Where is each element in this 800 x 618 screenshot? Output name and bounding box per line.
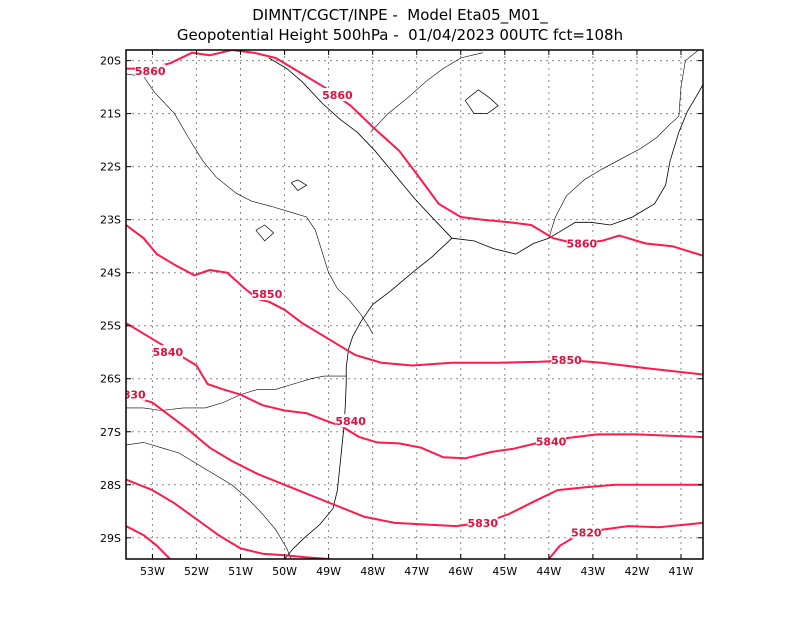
lake-outline [464, 89, 499, 114]
y-tick-label: 26S [100, 373, 121, 386]
contour-label-5840: 5840 [335, 415, 366, 428]
contour-label-5860: 5860 [567, 238, 598, 251]
contour-label-bg [152, 345, 183, 359]
state-border [678, 50, 699, 117]
contour-line-5820 [126, 478, 329, 559]
contour-label-5840: 5840 [536, 435, 567, 448]
x-tick-label: 49W [316, 565, 341, 578]
y-tick-label: 22S [100, 161, 121, 174]
y-tick-label: 23S [100, 214, 121, 227]
state-border [126, 375, 347, 411]
contour-label-5830: 5830 [115, 389, 146, 402]
x-tick-label: 41W [669, 565, 694, 578]
contour-label-bg [126, 387, 146, 401]
y-tick-label: 28S [100, 479, 121, 492]
y-tick-label: 24S [100, 267, 121, 280]
contour-label-5860: 5860 [322, 89, 353, 102]
contour-label-bg [551, 353, 582, 367]
x-tick-label: 48W [360, 565, 385, 578]
contour-label-5820: 5820 [571, 526, 602, 539]
contour-line-5820 [548, 521, 703, 559]
contour-label-bg [566, 236, 597, 250]
x-tick-label: 50W [272, 565, 297, 578]
chart-title-line1: DIMNT/CGCT/INPE - Model Eta05_M01_ [252, 6, 548, 24]
x-tick-label: 42W [624, 565, 649, 578]
contour-label-5850: 5850 [252, 288, 283, 301]
y-tick-label: 20S [100, 55, 121, 68]
coastline [284, 237, 453, 559]
state-border [126, 73, 373, 334]
x-tick-label: 51W [228, 565, 253, 578]
x-tick-label: 47W [404, 565, 429, 578]
contour-label-bg [335, 414, 366, 428]
y-tick-label: 21S [100, 108, 121, 121]
state-border [370, 52, 483, 133]
contour-label-5830: 5830 [467, 517, 498, 530]
x-tick-label: 46W [448, 565, 473, 578]
x-tick-label: 43W [580, 565, 605, 578]
contour-line-5850 [126, 224, 703, 376]
contour-label-5840: 5840 [153, 346, 184, 359]
contour-label-bg [135, 64, 166, 78]
lake-outline [290, 179, 308, 191]
contour-label-bg [571, 525, 602, 539]
contour-line-5840 [126, 322, 703, 460]
contour-layer: 5860 5860 5860 5850 5850 5840 5840 5840 5830 5830… [115, 50, 703, 559]
plot-frame [125, 49, 704, 560]
y-tick-label: 27S [100, 426, 121, 439]
x-tick-label: 44W [536, 565, 561, 578]
contour-line-5830 [126, 393, 703, 528]
geography-layer [126, 50, 703, 559]
contour-label-bg [536, 434, 567, 448]
contour-label-5850: 5850 [551, 354, 582, 367]
axis-ticks: 53W 52W 51W 50W 49W 48W 47W 46W 45W 44W 43W 42W 41W 2… [100, 50, 703, 578]
contour-line-5820 [126, 525, 171, 559]
gridlines [126, 50, 703, 559]
lake-outline [255, 224, 275, 242]
coastline [268, 57, 703, 255]
x-tick-label: 52W [184, 565, 209, 578]
x-tick-label: 45W [492, 565, 517, 578]
y-tick-label: 29S [100, 532, 121, 545]
x-tick-label: 53W [140, 565, 165, 578]
y-tick-label: 25S [100, 320, 121, 333]
contour-label-bg [251, 286, 282, 300]
state-border [548, 116, 680, 239]
contour-line-5860 [126, 50, 703, 257]
state-border [126, 442, 292, 559]
contour-label-bg [467, 515, 498, 529]
contour-label-5860: 5860 [135, 65, 166, 78]
chart-title-line2: Geopotential Height 500hPa - 01/04/2023 … [176, 26, 624, 44]
contour-label-bg [322, 88, 353, 102]
